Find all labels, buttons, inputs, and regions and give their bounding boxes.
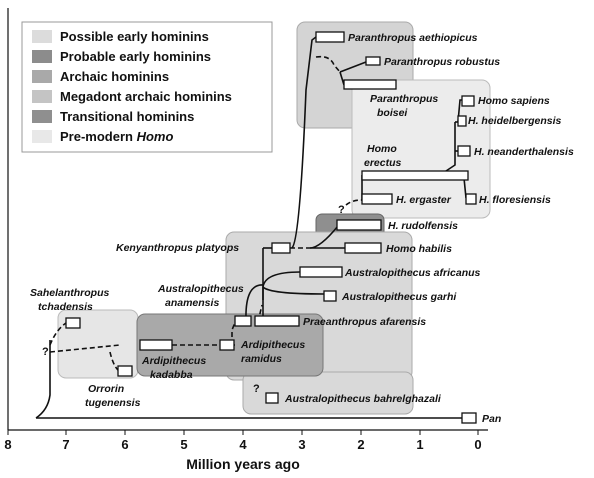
label-o-tugenensis-2: tugenensis [85, 397, 141, 409]
tick-label-8: 8 [4, 437, 11, 452]
tick-label-1: 1 [416, 437, 423, 452]
bar-k-platyops [271, 242, 291, 254]
bar-a-africanus [299, 266, 343, 278]
bar-h-ergaster [361, 193, 393, 205]
species-bars [65, 31, 477, 424]
region-pre-modern-homo [351, 79, 491, 219]
legend-swatch-probable [32, 50, 52, 63]
legend-label-probable: Probable early hominins [60, 49, 211, 64]
label-p-aethiopicus: Paranthropus aethiopicus [348, 32, 478, 44]
bar-a-bahrelghazali [265, 392, 279, 404]
bar-p-aethiopicus [315, 31, 345, 43]
label-h-floresiensis: H. floresiensis [479, 194, 551, 206]
bar-ar-kadabba [139, 339, 173, 351]
uncertain-mark-bahrelghazali: ? [253, 383, 260, 395]
uncertain-markers: ? ? ? [42, 204, 345, 395]
legend-label-pre-modern-italic: Homo [137, 129, 174, 144]
bar-h-habilis [344, 242, 382, 254]
label-ar-kadabba-1: Ardipithecus [141, 355, 206, 367]
legend-label-megadont: Megadont archaic hominins [60, 89, 232, 104]
label-h-neanderthalensis: H. neanderthalensis [474, 146, 574, 158]
bar-pan [461, 412, 477, 424]
label-pr-afarensis: Praeanthropus afarensis [303, 316, 426, 328]
tick-label-5: 5 [180, 437, 187, 452]
label-o-tugenensis-1: Orrorin [88, 383, 124, 395]
label-a-garhi: Australopithecus garhi [341, 291, 457, 303]
label-h-rudolfensis: H. rudolfensis [388, 220, 458, 232]
label-ar-ramidus-2: ramidus [241, 353, 282, 365]
label-p-boisei-1: Paranthropus [370, 93, 438, 105]
axis-title: Million years ago [186, 456, 300, 472]
label-a-bahrelghazali: Australopithecus bahrelghazali [284, 393, 442, 405]
legend-swatch-possible [32, 30, 52, 43]
label-ar-kadabba-2: kadabba [150, 369, 193, 381]
bar-h-sapiens [461, 95, 475, 107]
label-h-heidelbergensis: H. heidelbergensis [468, 115, 562, 127]
legend-label-possible: Possible early hominins [60, 29, 209, 44]
x-axis: 8 7 6 5 4 3 2 1 0 Million years ago [4, 8, 488, 472]
legend-swatch-archaic [32, 70, 52, 83]
bar-a-garhi [323, 290, 337, 302]
bar-h-floresiensis [465, 193, 477, 205]
tick-label-6: 6 [121, 437, 128, 452]
label-k-platyops: Kenyanthropus platyops [116, 242, 239, 254]
uncertain-mark-sahelanthropus: ? [42, 346, 49, 358]
legend-swatch-megadont [32, 90, 52, 103]
label-p-boisei-2: boisei [377, 107, 408, 119]
species-labels: Paranthropus aethiopicus Paranthropus ro… [30, 32, 574, 425]
tick-label-4: 4 [239, 437, 247, 452]
label-s-tchadensis-1: Sahelanthropus [30, 287, 110, 299]
bar-h-erectus [361, 170, 469, 181]
bar-ar-ramidus [219, 339, 235, 351]
bar-h-heidelbergensis [457, 115, 467, 127]
label-a-africanus: Australopithecus africanus [344, 267, 481, 279]
label-h-sapiens: Homo sapiens [478, 95, 550, 107]
legend-label-transitional: Transitional hominins [60, 109, 194, 124]
legend-swatch-transitional [32, 110, 52, 123]
label-h-erectus-1: Homo [367, 143, 397, 155]
bar-p-robustus [365, 56, 381, 66]
bar-h-neanderthalensis [457, 145, 471, 157]
legend: Possible early hominins Probable early h… [21, 21, 273, 153]
label-pan: Pan [482, 413, 501, 425]
legend-frame [21, 21, 273, 153]
bar-pr-afarensis [254, 315, 300, 327]
legend-swatch-pre-modern [32, 130, 52, 143]
legend-label-pre-modern-plain: Pre-modern [60, 129, 137, 144]
tick-label-2: 2 [357, 437, 364, 452]
label-p-robustus: Paranthropus robustus [384, 56, 500, 68]
bar-h-rudolfensis [336, 219, 382, 231]
bar-p-boisei [343, 79, 397, 90]
label-h-erectus-2: erectus [364, 157, 402, 169]
tick-label-7: 7 [62, 437, 69, 452]
bar-a-anamensis [234, 315, 252, 327]
label-s-tchadensis-2: tchadensis [38, 301, 93, 313]
bar-o-tugenensis [117, 365, 133, 377]
tick-label-0: 0 [474, 437, 481, 452]
label-a-anamensis-2: anamensis [165, 297, 219, 309]
label-h-habilis: Homo habilis [386, 243, 452, 255]
bar-s-tchadensis [65, 317, 81, 329]
tick-label-3: 3 [298, 437, 305, 452]
uncertain-mark-homo: ? [338, 204, 345, 216]
label-h-ergaster: H. ergaster [396, 194, 452, 206]
region-archaic-lower [242, 371, 414, 415]
label-a-anamensis-1: Australopithecus [157, 283, 244, 295]
label-ar-ramidus-1: Ardipithecus [240, 339, 305, 351]
legend-label-archaic: Archaic hominins [60, 69, 169, 84]
legend-label-pre-modern: Pre-modern Homo [60, 129, 173, 144]
